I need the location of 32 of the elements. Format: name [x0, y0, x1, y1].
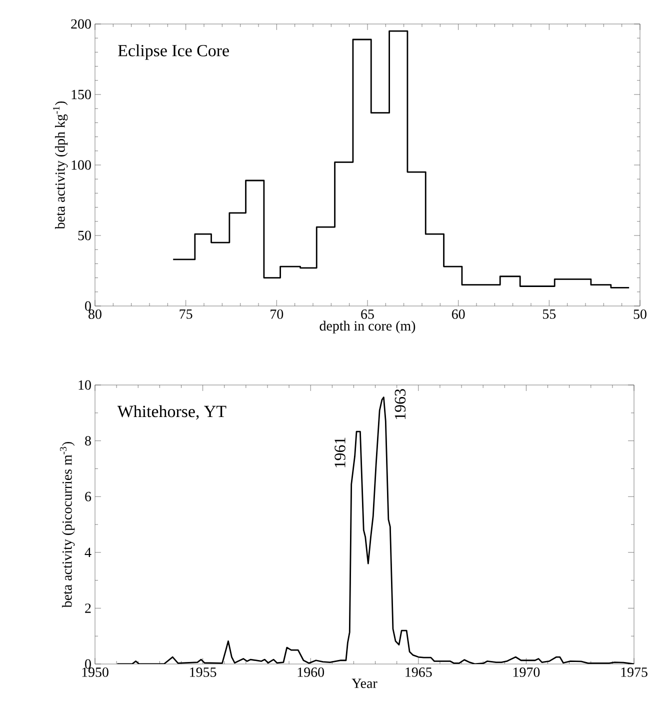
x-axis-title: Year: [352, 678, 378, 688]
x-tick-label: 75: [180, 310, 192, 319]
annotation: 1963: [394, 389, 406, 419]
x-tick-label: 60: [452, 310, 465, 319]
x-tick-label: 70: [270, 310, 284, 319]
y-tick-label: 4: [84, 548, 92, 557]
x-tick-label: 55: [543, 310, 556, 319]
x-tick-label: 1950: [82, 668, 108, 677]
y-tick-label: 0: [85, 301, 91, 311]
x-tick-label: 1970: [513, 668, 540, 677]
x-tick-label: 1955: [190, 668, 216, 677]
y-tick-label: 0: [85, 659, 91, 669]
x-axis-title: depth in core (m): [320, 320, 416, 334]
y-axis-title: beta activity (dph kg$^{-1}$): [53, 101, 68, 230]
y-tick-label: 2: [85, 604, 91, 613]
y-tick-label: 50: [78, 230, 91, 240]
annotation: 1961: [334, 438, 346, 468]
text: Eclipse Ice Core: [118, 44, 229, 60]
y-tick-label: 200: [71, 19, 91, 29]
y-tick-label: 10: [78, 380, 91, 390]
x-tick-label: 1960: [298, 668, 324, 677]
y-tick-label: 100: [72, 160, 91, 170]
y-tick-label: 8: [85, 436, 91, 446]
y-tick-label: 6: [85, 492, 92, 502]
x-tick-label: 80: [88, 310, 102, 319]
x-tick-label: 65: [361, 310, 374, 319]
x-tick-label: 1975: [621, 668, 648, 677]
x-tick-label: 1965: [406, 668, 432, 677]
text: Whitehorse, YT: [117, 405, 226, 420]
y-tick-label: 150: [72, 90, 91, 100]
x-tick-label: 50: [634, 310, 646, 319]
y-axis-title: beta activity (picocurries m$^{-3}$): [60, 442, 75, 608]
